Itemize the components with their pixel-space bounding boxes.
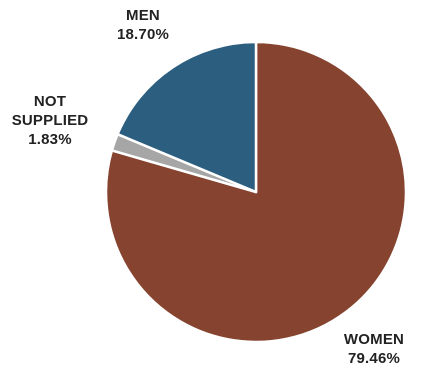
data-label-men-name: MEN bbox=[126, 7, 160, 24]
pie-slice-men bbox=[116, 40, 258, 194]
data-label-not-supplied-line-2: SUPPLIED bbox=[11, 112, 89, 129]
data-label-women-value: 79.46% bbox=[347, 350, 401, 367]
pie-slice-women bbox=[104, 40, 408, 344]
data-label-men-value: 18.70% bbox=[116, 26, 170, 43]
data-label-women-name: WOMEN bbox=[343, 331, 405, 348]
data-label-not-supplied-value: 1.83% bbox=[28, 131, 72, 148]
data-label-women: WOMEN 79.46% bbox=[326, 330, 421, 368]
data-label-not-supplied: NOT SUPPLIED 1.83% bbox=[2, 92, 98, 149]
data-label-men: MEN 18.70% bbox=[100, 6, 186, 44]
data-label-not-supplied-line-1: NOT bbox=[33, 93, 67, 110]
